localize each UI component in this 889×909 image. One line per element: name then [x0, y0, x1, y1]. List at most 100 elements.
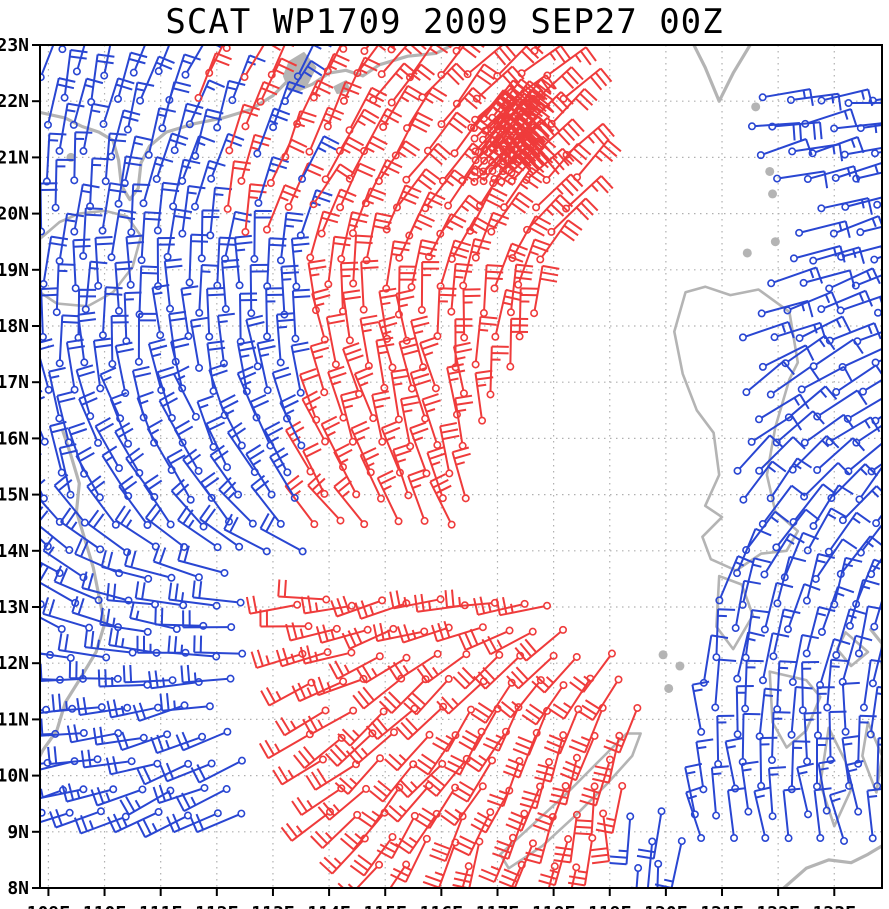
- wind-barb: [824, 511, 871, 556]
- wind-barb: [549, 753, 581, 806]
- wind-barb: [189, 316, 208, 372]
- wind-barb: [379, 84, 423, 131]
- wind-barb: [421, 393, 442, 450]
- wind-barb: [630, 837, 657, 888]
- wind-barb: [447, 216, 491, 263]
- wind-barb: [109, 391, 133, 448]
- wind-barb: [325, 313, 345, 369]
- wind-barb: [173, 419, 203, 475]
- y-tick-label: 12N: [0, 653, 29, 674]
- wind-barb: [739, 460, 787, 504]
- wind-barb: [440, 782, 487, 827]
- wind-barb: [274, 706, 330, 737]
- wind-barb: [444, 589, 499, 609]
- wind-barb: [444, 727, 486, 776]
- wind-barb: [348, 187, 387, 238]
- wind-barb: [654, 837, 686, 888]
- wind-barb: [341, 624, 398, 650]
- wind-barb: [237, 340, 257, 396]
- wind-barb: [783, 291, 840, 315]
- wind-barb: [738, 712, 761, 766]
- wind-barb: [182, 610, 236, 632]
- wind-barb: [173, 365, 200, 421]
- wind-barb: [106, 583, 160, 609]
- wind-barb: [299, 645, 356, 665]
- wind-barb: [159, 693, 214, 712]
- y-tick-label: 15N: [0, 485, 29, 506]
- y-tick-label: 22N: [0, 91, 29, 112]
- wind-barb: [350, 420, 375, 477]
- wind-barb: [507, 117, 560, 154]
- wind-barb: [724, 737, 743, 793]
- wind-barb: [40, 663, 87, 683]
- wind-barb: [362, 212, 394, 265]
- wind-barb: [457, 626, 514, 651]
- wind-barb: [156, 366, 177, 423]
- wind-barb: [433, 287, 457, 341]
- wind-barb: [391, 111, 434, 160]
- wind-barb: [345, 135, 388, 183]
- wind-barb: [99, 607, 152, 636]
- wind-barb: [568, 703, 607, 754]
- wind-barb: [403, 674, 453, 716]
- wind-barb: [429, 473, 456, 529]
- wind-barb: [395, 702, 448, 741]
- wind-barb: [205, 415, 232, 472]
- wind-barb: [129, 601, 181, 634]
- wind-barb: [74, 288, 97, 342]
- wind-barb: [409, 421, 431, 478]
- wind-barb: [245, 314, 265, 371]
- wind-barb: [260, 678, 316, 707]
- wind-barb: [760, 532, 805, 579]
- wind-barb: [178, 185, 206, 238]
- x-tick-label: 119E: [588, 903, 631, 909]
- wind-barb: [175, 785, 231, 812]
- wind-barb: [90, 785, 147, 807]
- wind-barb: [867, 556, 882, 579]
- wind-barb: [315, 624, 372, 644]
- wind-barb: [741, 659, 764, 713]
- wind-barb: [715, 555, 754, 605]
- wind-barb: [131, 365, 152, 422]
- wind-barb: [377, 45, 427, 79]
- wind-barb: [486, 757, 524, 808]
- wind-barb: [852, 558, 882, 609]
- wind-barb: [280, 807, 335, 842]
- wind-barb: [296, 189, 333, 240]
- wind-barb: [213, 79, 246, 132]
- wind-barb: [100, 45, 112, 80]
- wind-barb: [514, 625, 568, 662]
- wind-barb: [841, 735, 860, 790]
- wind-barb: [772, 508, 820, 552]
- wind-barb: [772, 410, 825, 447]
- wind-barb: [40, 718, 88, 738]
- wind-barb: [207, 132, 245, 183]
- wind-barb: [327, 365, 348, 422]
- wind-barb: [851, 274, 882, 290]
- wind-barb: [40, 474, 64, 526]
- wind-barb: [852, 424, 882, 447]
- wind-barb: [395, 213, 435, 262]
- wind-barb: [42, 597, 94, 632]
- wind-barb: [124, 548, 176, 582]
- wind-barb: [222, 45, 231, 53]
- wind-barb: [384, 730, 434, 772]
- wind-barb: [873, 200, 882, 209]
- wind-barb: [293, 733, 346, 769]
- wind-barb: [57, 633, 111, 662]
- wind-barb: [532, 781, 570, 833]
- wind-barb: [223, 160, 251, 213]
- wind-barb: [756, 138, 813, 160]
- wind-barb: [206, 186, 233, 240]
- wind-barb: [180, 664, 235, 684]
- wind-barb: [595, 781, 627, 834]
- wind-barb: [409, 366, 432, 423]
- wind-barb: [714, 714, 735, 769]
- wind-barb: [177, 505, 222, 552]
- wind-barb: [471, 315, 498, 369]
- wind-barb: [495, 597, 552, 617]
- wind-barb: [868, 96, 882, 105]
- wind-barb: [405, 191, 446, 240]
- wind-barb: [452, 63, 499, 108]
